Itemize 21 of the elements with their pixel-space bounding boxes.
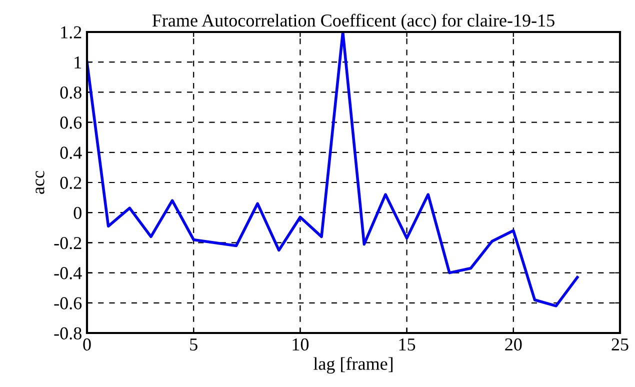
x-tick-label: 20 [505,338,522,351]
y-tick-label: -0.4 [54,267,82,280]
y-tick-label: 1.2 [61,26,82,39]
x-tick-label: 0 [83,338,91,351]
y-axis-title: acc [36,171,44,194]
line-series [87,32,579,308]
y-tick-label: -0.6 [54,297,82,310]
x-tick-label: 15 [399,338,416,351]
y-tick-label: 0.4 [60,146,82,159]
y-tick-label: -0.8 [54,327,82,340]
x-axis-title: lag [frame] [314,357,393,374]
y-tick-label: 1 [74,56,82,68]
y-tick-label: 0.6 [60,116,82,129]
y-tick-label: 0.8 [60,86,82,99]
x-tick-label: 5 [190,338,198,351]
chart-title: Frame Autocorrelation Coefficent (acc) for claire-19-15 [152,14,554,30]
x-tick-label: 10 [292,338,309,351]
x-tick-label: 25 [612,338,628,351]
y-tick-label: -0.2 [54,236,82,250]
y-tick-label: 0.2 [60,176,82,190]
y-tick-label: 0 [74,206,82,220]
